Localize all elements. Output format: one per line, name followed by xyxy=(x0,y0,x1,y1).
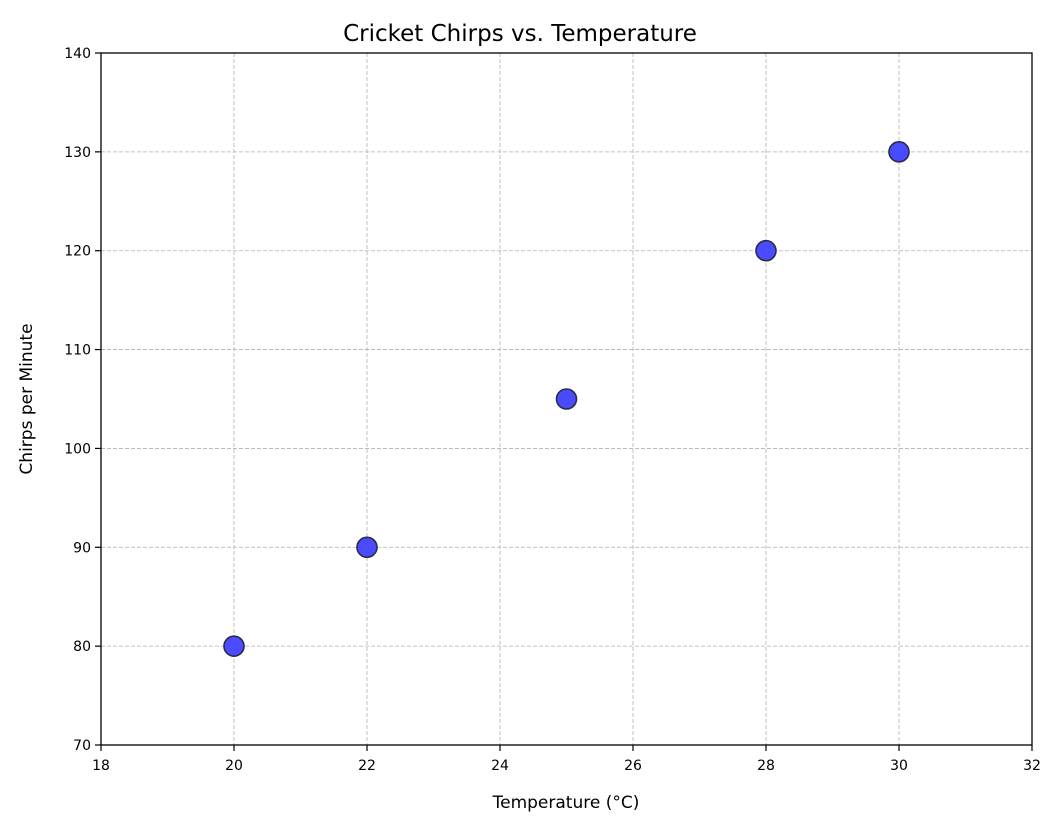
x-axis-label: Temperature (°C) xyxy=(492,793,640,813)
scatter-points xyxy=(223,141,910,657)
y-tick-label: 110 xyxy=(64,343,91,359)
x-tick-label: 30 xyxy=(890,758,908,774)
y-tick-label: 90 xyxy=(73,540,91,556)
y-tick-label: 130 xyxy=(64,145,91,161)
y-axis-ticks: 70 80 90 100 110 120 130 140 xyxy=(64,46,101,754)
plot-frame xyxy=(100,52,1033,746)
x-tick-label: 32 xyxy=(1023,758,1041,774)
data-point xyxy=(223,635,245,657)
data-point xyxy=(356,536,378,559)
x-tick-label: 18 xyxy=(92,758,110,774)
y-tick-label: 70 xyxy=(73,738,91,754)
x-tick-label: 22 xyxy=(358,758,376,774)
grid-lines xyxy=(101,53,1032,745)
y-tick-label: 140 xyxy=(64,46,91,62)
y-tick-label: 80 xyxy=(73,639,91,655)
x-tick-label: 24 xyxy=(491,758,509,774)
x-tick-label: 20 xyxy=(225,758,243,774)
x-tick-label: 28 xyxy=(757,758,775,774)
y-tick-label: 120 xyxy=(64,244,91,260)
y-tick-label: 100 xyxy=(64,441,91,457)
data-point xyxy=(888,141,910,163)
chart-title: Cricket Chirps vs. Temperature xyxy=(343,21,697,47)
y-axis-label: Chirps per Minute xyxy=(17,323,37,474)
x-tick-label: 26 xyxy=(624,758,642,774)
x-axis-ticks: 18 20 22 24 26 28 30 32 xyxy=(92,745,1041,774)
data-point xyxy=(555,388,578,410)
data-point xyxy=(755,239,777,262)
